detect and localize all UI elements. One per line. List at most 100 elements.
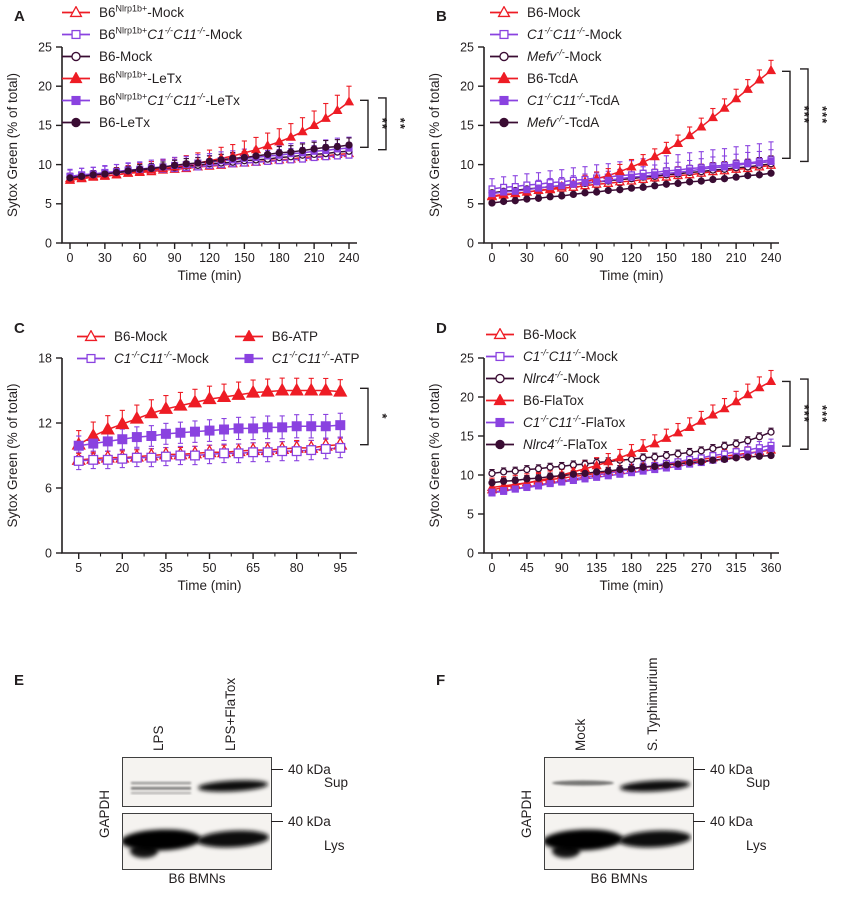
marker-tick — [693, 768, 705, 771]
y-axis-title: Sytox Green (% of total) — [5, 383, 20, 527]
sig-bracket — [360, 387, 369, 446]
legend-label: B6Nlrp1b+-Mock — [99, 3, 185, 20]
legend-item-B6-Mock: B6-Mock — [62, 46, 242, 66]
blot-sup-image — [122, 757, 272, 807]
y-axis-title: Sytox Green (% of total) — [5, 73, 20, 217]
y-tick-label: 5 — [467, 507, 474, 521]
x-tick-label: 135 — [586, 561, 607, 575]
y-tick-label: 20 — [460, 80, 474, 94]
blot-bands — [545, 829, 691, 858]
chart-svg-A: 0 5 10 15 20 25 0 30 60 90 120 150 180 210 240 Time (mi… — [5, 40, 408, 283]
x-tick-label: 360 — [761, 561, 782, 575]
series-markers-C1-/-C11-/--TcdA — [488, 157, 775, 198]
y-tick-label: 0 — [467, 546, 474, 560]
legend-A: B6Nlrp1b+-Mock B6Nlrp1b+C1-/-C11-/--Mock B… — [62, 2, 242, 132]
legend-label: C1-/-C11-/--Mock — [527, 25, 622, 42]
legend-marker-circle-open — [486, 373, 514, 383]
x-tick-label: 35 — [159, 561, 173, 575]
legend-label: C1-/-C11-/--TcdA — [527, 91, 620, 108]
lane-label-s-typhimurium: S. Typhimurium — [645, 657, 660, 751]
sig-label: *** — [815, 106, 830, 124]
legend-item-B6-ATP: B6-ATP — [234, 326, 360, 346]
x-tick-label: 20 — [115, 561, 129, 575]
y-tick-label: 25 — [460, 351, 474, 365]
legend-marker-circle-filled — [62, 117, 90, 127]
legend-item-B6-LeTx: B6-LeTx — [62, 112, 242, 132]
y-tick-label: 10 — [460, 468, 474, 482]
x-tick-label: 0 — [489, 251, 496, 265]
x-tick-label: 90 — [590, 251, 604, 265]
y-tick-label: 18 — [38, 351, 52, 365]
legend-item-B6-FlaTox: B6-FlaTox — [486, 390, 625, 410]
series-markers-C1-/-C11-/--ATP — [73, 420, 346, 451]
y-axis-title: Sytox Green (% of total) — [427, 73, 442, 217]
sig-bracket — [782, 380, 791, 447]
panel-letter-F: F — [436, 672, 446, 689]
sig-bracket — [800, 378, 809, 450]
legend-marker-square-filled — [234, 353, 263, 363]
y-tick-label: 0 — [45, 236, 52, 250]
sig-label: ** — [393, 118, 408, 130]
marker-tick — [271, 768, 283, 771]
sig-label: *** — [797, 405, 812, 423]
legend-item-B6-Nlrp1b+-C1-/-C11-/--LeTx: B6Nlrp1b+C1-/-C11-/--LeTx — [62, 90, 242, 110]
y-tick-label: 0 — [45, 546, 52, 560]
x-tick-label: 210 — [304, 251, 325, 265]
panel-F: F Mock S. Typhimurium GAPDH 40 kDa 40 kD… — [422, 610, 844, 904]
legend-label: Mefv-/--Mock — [527, 47, 602, 64]
blot-bands — [131, 780, 268, 794]
y-tick-label: 20 — [38, 80, 52, 94]
legend-marker-triangle-filled — [486, 393, 514, 405]
x-tick-label: 240 — [339, 251, 360, 265]
x-tick-label: 150 — [656, 251, 677, 265]
blot-bands — [552, 780, 690, 792]
panel-D: D B6-Mock C1-/-C11-/--Mock Nlrc4-/--Mock B6… — [422, 300, 844, 610]
legend-item-B6-Nlrp1b+-C1-/-C11-/--Mock: B6Nlrp1b+C1-/-C11-/--Mock — [62, 24, 242, 44]
row-label-sup: Sup — [746, 775, 771, 790]
y-tick-label: 15 — [38, 119, 52, 133]
panel-C: C B6-Mock C1-/-C11-/--Mock B6-ATP C1-/-C11-… — [0, 300, 422, 610]
legend-item-B6-Nlrp1b+-Mock: B6Nlrp1b+-Mock — [62, 2, 242, 22]
legend-item-B6-Mock: B6-Mock — [490, 2, 622, 22]
x-tick-label: 120 — [621, 251, 642, 265]
x-tick-label: 0 — [67, 251, 74, 265]
legend-label: C1-/-C11-/--Mock — [523, 347, 618, 364]
panel-letter-A: A — [14, 8, 25, 25]
y-tick-label: 10 — [460, 158, 474, 172]
x-tick-label: 30 — [520, 251, 534, 265]
y-axis-title: Sytox Green (% of total) — [427, 383, 442, 527]
x-tick-label: 90 — [168, 251, 182, 265]
panel-A: A B6Nlrp1b+-Mock B6Nlrp1b+C1-/-C11-/--Moc… — [0, 0, 422, 300]
legend-label: Nlrc4-/--Mock — [523, 369, 600, 386]
x-tick-label: 30 — [98, 251, 112, 265]
blot-lys-image — [122, 813, 272, 870]
sig-bracket — [360, 99, 369, 149]
x-tick-label: 50 — [203, 561, 217, 575]
y-tick-label: 15 — [460, 429, 474, 443]
legend-label: B6-FlaTox — [523, 392, 584, 408]
x-axis-title: Time (min) — [600, 578, 664, 593]
legend-label: B6-Mock — [527, 4, 581, 20]
kda-marker-sup: 40 kDa — [271, 762, 331, 777]
x-tick-label: 0 — [489, 561, 496, 575]
panel-letter-E: E — [14, 672, 25, 689]
legend-label: C1-/-C11-/--Mock — [114, 349, 209, 366]
legend-item-B6-Mock: B6-Mock — [486, 324, 625, 344]
sig-bracket — [800, 68, 809, 163]
kda-marker-lys: 40 kDa — [693, 814, 753, 829]
x-tick-label: 65 — [246, 561, 260, 575]
row-label-sup: Sup — [324, 775, 349, 790]
chart-C: 0 6 12 18 5 20 35 50 65 80 95 Time (min) Sytox Green… — [0, 300, 422, 610]
x-tick-label: 240 — [761, 251, 782, 265]
y-tick-label: 10 — [38, 158, 52, 172]
x-tick-label: 95 — [333, 561, 347, 575]
blot-caption: B6 BMNs — [168, 871, 226, 886]
x-tick-label: 225 — [656, 561, 677, 575]
legend-label: B6Nlrp1b+-LeTx — [99, 69, 182, 86]
legend-label: B6-Mock — [523, 326, 577, 342]
legend-marker-square-filled — [490, 95, 518, 105]
sig-label: ** — [375, 118, 390, 130]
legend-marker-square-open — [490, 29, 518, 39]
series-markers-Nlrc4-/--FlaTox — [488, 451, 775, 487]
x-tick-label: 60 — [133, 251, 147, 265]
